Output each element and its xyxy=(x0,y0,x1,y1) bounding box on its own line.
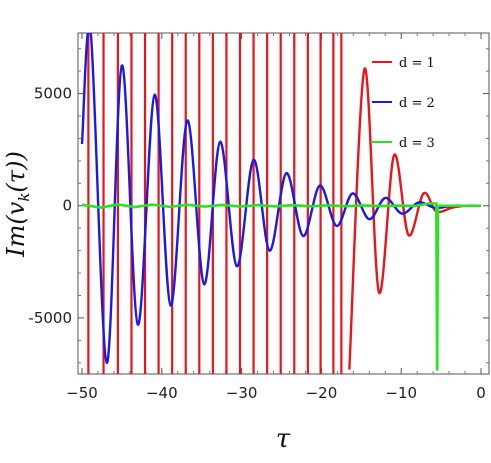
plot-frame xyxy=(77,32,490,375)
series-1-line xyxy=(348,67,482,370)
series-3-line xyxy=(81,202,482,371)
x-axis-ticks: −50 −40 −30 −20 −10 0 xyxy=(66,33,486,402)
series-3 xyxy=(81,202,482,371)
legend-label: d = 2 xyxy=(399,96,435,111)
series-2 xyxy=(80,33,482,364)
legend: d = 1 d = 2 d = 3 xyxy=(372,56,435,151)
legend-label: d = 1 xyxy=(399,56,435,71)
y-axis-title: Im(vk(τ)) xyxy=(2,151,33,258)
x-tick-label: −10 xyxy=(385,384,417,402)
x-tick-label: −40 xyxy=(146,384,178,402)
x-axis-title: τ xyxy=(276,424,291,454)
series-layer xyxy=(80,33,482,374)
y-tick-label: 0 xyxy=(62,197,72,215)
x-tick-label: −50 xyxy=(66,384,98,402)
series-1 xyxy=(87,33,482,374)
y-tick-label: -5000 xyxy=(28,309,72,327)
x-tick-label: −20 xyxy=(306,384,338,402)
x-tick-label: −30 xyxy=(226,384,258,402)
series-2-line xyxy=(80,33,482,364)
y-tick-label: 5000 xyxy=(34,85,72,103)
x-tick-label: 0 xyxy=(476,384,486,402)
legend-label: d = 3 xyxy=(399,136,435,151)
y-axis-ticks: -5000 0 5000 xyxy=(28,48,489,364)
